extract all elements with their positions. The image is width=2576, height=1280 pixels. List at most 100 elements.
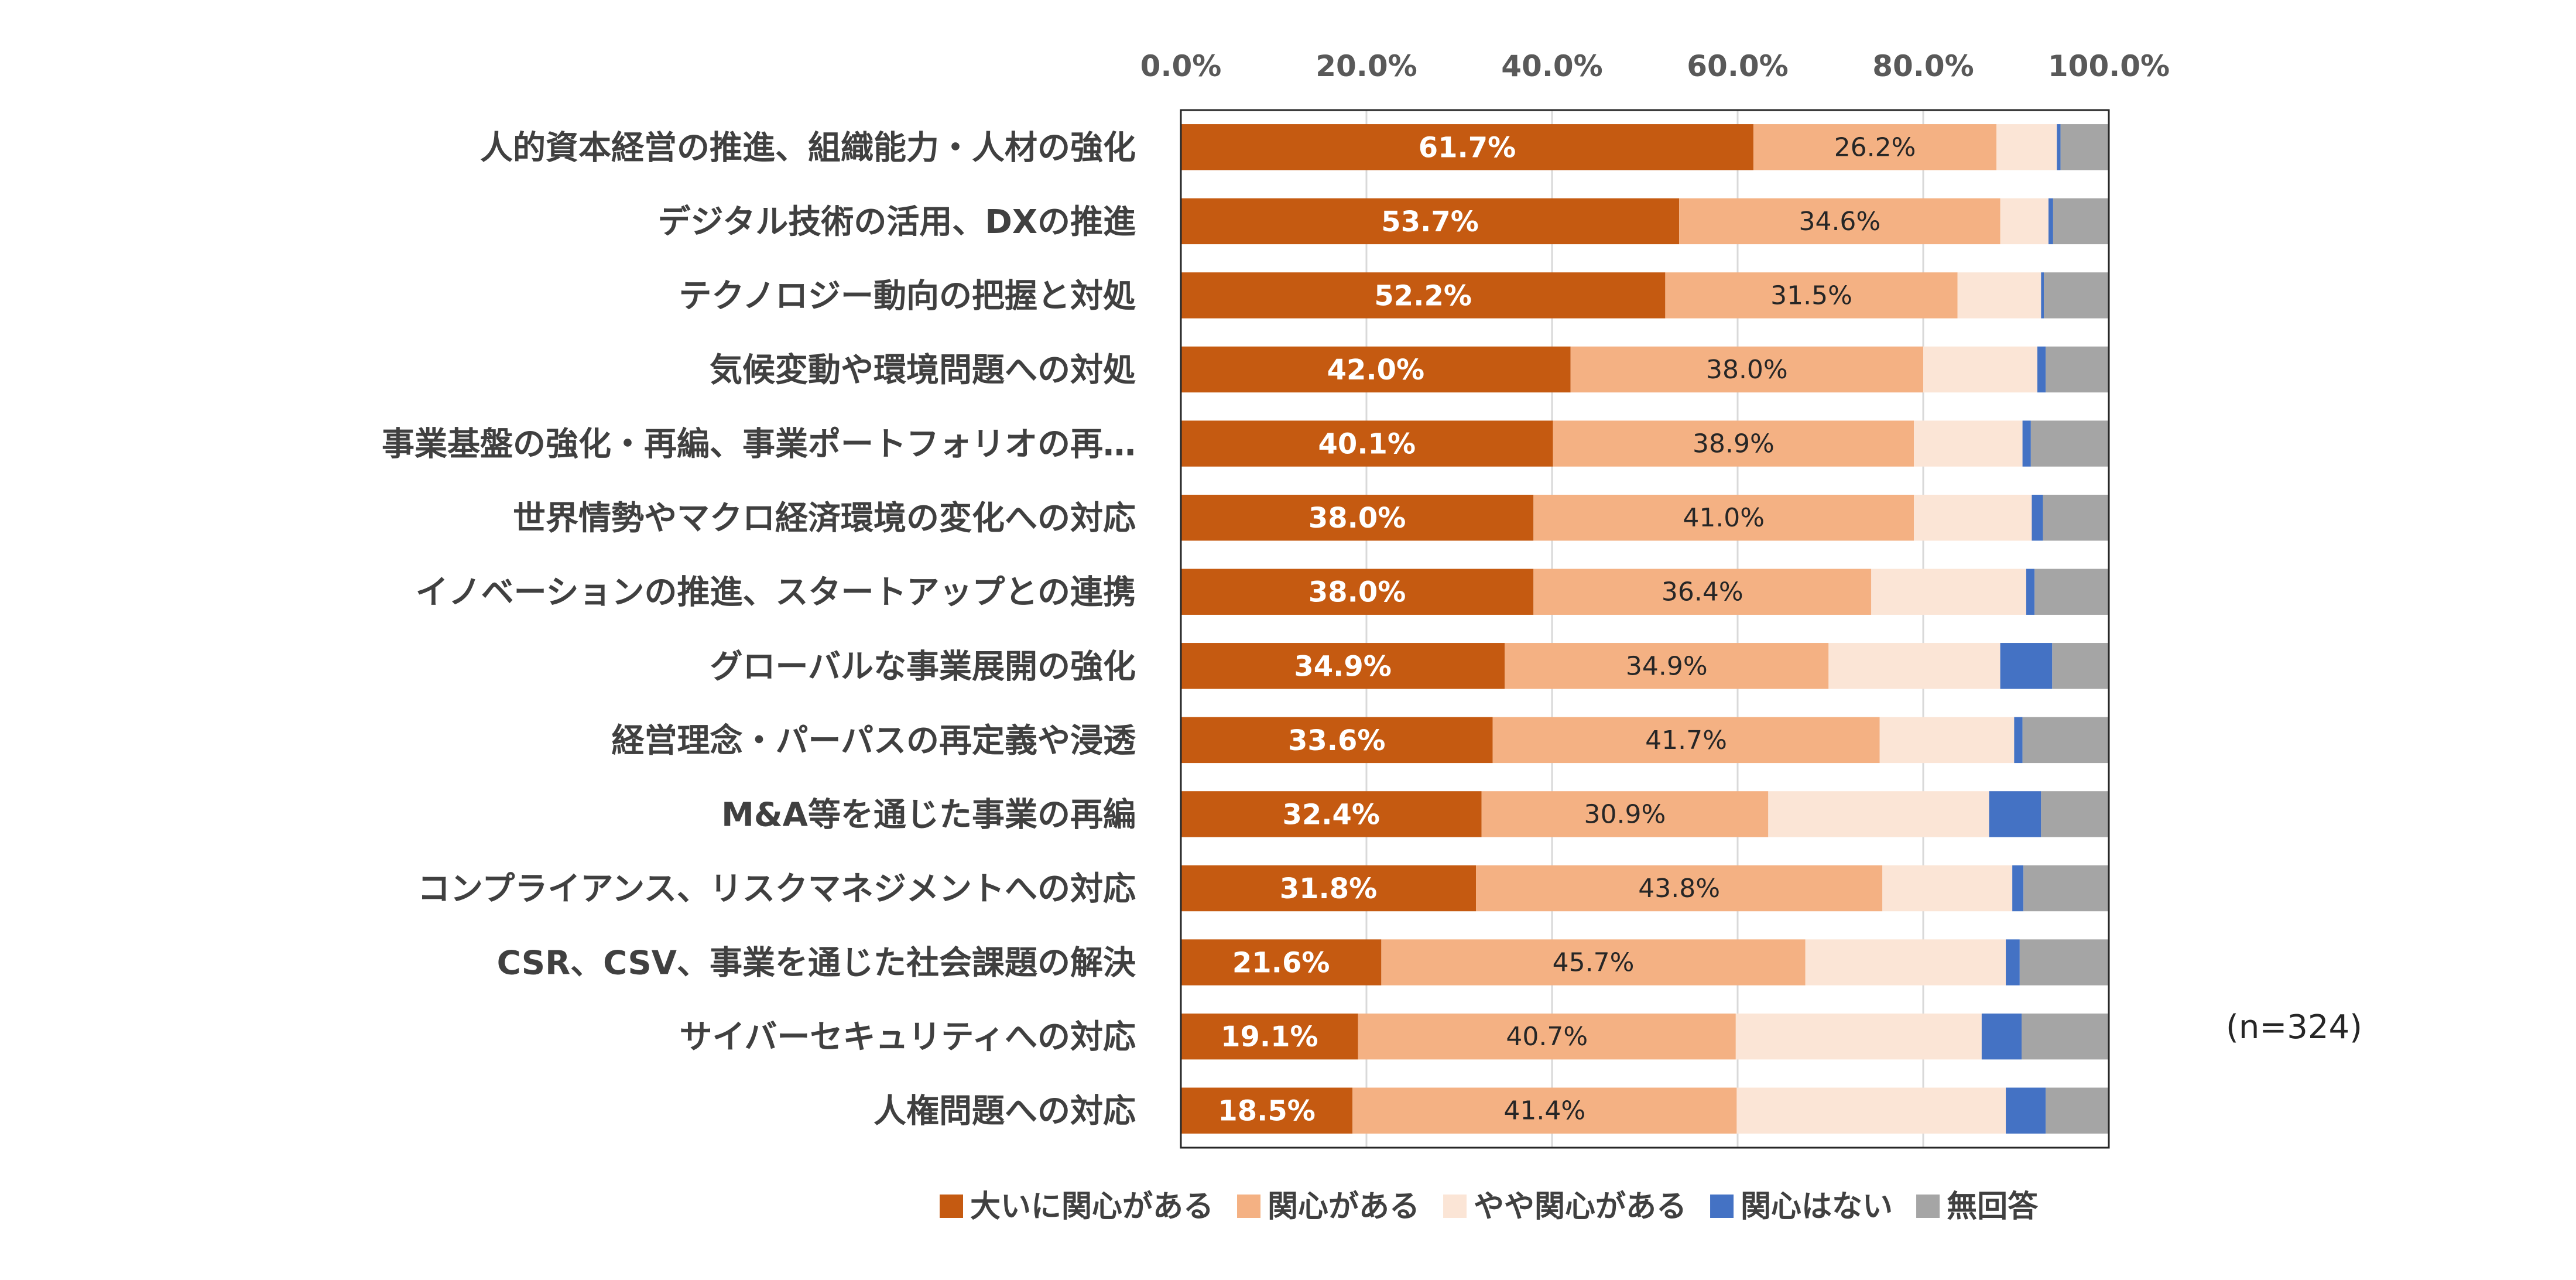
legend-swatch bbox=[940, 1195, 963, 1218]
bar-segment bbox=[1476, 865, 1883, 912]
category-label: 人的資本経営の推進、組織能力・人材の強化 bbox=[480, 129, 1136, 167]
x-tick-label: 80.0% bbox=[1872, 49, 1974, 83]
category-label: グローバルな事業展開の強化 bbox=[710, 648, 1136, 686]
gridlines bbox=[1180, 110, 2110, 1148]
data-label: 38.0% bbox=[1706, 355, 1788, 385]
data-label: 19.1% bbox=[1221, 1021, 1318, 1053]
bar-segment bbox=[1181, 939, 1382, 985]
legend-swatch bbox=[1443, 1195, 1467, 1218]
bar-segment bbox=[1981, 1013, 2022, 1060]
bar-segment bbox=[1505, 643, 1829, 689]
data-label: 31.5% bbox=[1770, 280, 1852, 310]
bar-segment bbox=[1533, 494, 1914, 541]
bar-segment bbox=[2046, 346, 2109, 393]
bar-segment bbox=[1381, 939, 1806, 985]
category-label: イノベーションの推進、スタートアップとの連携 bbox=[416, 574, 1136, 612]
x-tick-label: 20.0% bbox=[1316, 49, 1417, 83]
bar-segment bbox=[1570, 346, 1923, 393]
bar-segment bbox=[1181, 198, 1680, 245]
bar-segment bbox=[2041, 272, 2044, 319]
bar-segment bbox=[2022, 717, 2109, 764]
data-label: 36.4% bbox=[1662, 577, 1743, 607]
bar-segment bbox=[1181, 124, 1753, 170]
bar-segment bbox=[1533, 569, 1872, 615]
plot-frame bbox=[1180, 109, 2110, 1149]
bar-segment bbox=[1914, 494, 2032, 541]
bar-segment bbox=[2019, 939, 2109, 985]
bar-segment bbox=[1679, 198, 2000, 245]
data-label: 33.6% bbox=[1288, 724, 1386, 757]
data-label: 30.9% bbox=[1584, 799, 1666, 829]
bar-segment bbox=[2032, 494, 2043, 541]
bar-segment bbox=[2030, 420, 2109, 467]
bar-segment bbox=[1181, 865, 1477, 912]
bar-segment bbox=[2000, 643, 2053, 689]
bar-segment bbox=[1871, 569, 2026, 615]
data-label: 41.0% bbox=[1683, 503, 1765, 533]
bar-segment bbox=[1879, 717, 2015, 764]
data-label: 45.7% bbox=[1553, 948, 1635, 978]
legend-label: 無回答 bbox=[1947, 1189, 2039, 1224]
bar-segment bbox=[1181, 272, 1666, 319]
x-tick-label: 60.0% bbox=[1687, 49, 1788, 83]
data-label: 43.8% bbox=[1638, 874, 1720, 903]
bar-segment bbox=[1181, 717, 1493, 764]
bar-segment bbox=[2026, 569, 2035, 615]
category-label: 気候変動や環境問題への対処 bbox=[710, 351, 1136, 389]
bar-segment bbox=[1768, 791, 1989, 837]
data-label: 40.7% bbox=[1506, 1022, 1588, 1052]
bar-segment bbox=[1181, 1013, 1358, 1060]
x-tick-label: 40.0% bbox=[1501, 49, 1602, 83]
data-label: 53.7% bbox=[1381, 206, 1479, 238]
bar-segment bbox=[2012, 865, 2024, 912]
legend: 大いに関心がある 関心がある やや関心がある 関心はない 無回答 bbox=[940, 1189, 2039, 1224]
bar-segment bbox=[1665, 272, 1958, 319]
bar-segment bbox=[1553, 420, 1914, 467]
sample-size-note: (n=324) bbox=[2226, 1008, 2362, 1046]
bar-segment bbox=[2044, 272, 2109, 319]
bar-segment bbox=[1828, 643, 2000, 689]
bar-segment bbox=[1181, 791, 1482, 837]
bar-segment bbox=[1805, 939, 2006, 985]
x-tick-label: 0.0% bbox=[1140, 49, 1222, 83]
bar-segment bbox=[2041, 791, 2109, 837]
data-label: 41.4% bbox=[1503, 1096, 1585, 1126]
bar-segment bbox=[1923, 346, 2037, 393]
legend-swatch bbox=[1710, 1195, 1734, 1218]
bar-segment bbox=[1736, 1087, 2006, 1134]
bar-segment bbox=[1957, 272, 2041, 319]
bar-segment bbox=[2022, 1013, 2109, 1060]
bar-segment bbox=[1352, 1087, 1737, 1134]
bar-segment bbox=[1181, 420, 1553, 467]
bar-segment bbox=[2006, 1087, 2046, 1134]
category-label: 事業基盤の強化・再編、事業ポートフォリオの再… bbox=[382, 426, 1136, 464]
data-label: 38.9% bbox=[1693, 429, 1775, 459]
bar-segment bbox=[2053, 198, 2109, 245]
bar-segment bbox=[2022, 420, 2031, 467]
bars: 61.7% 26.2% 53.7% 34.6% 52.2% 31.5% 42.0% 38.0%… bbox=[1181, 124, 2109, 1134]
data-label: 61.7% bbox=[1419, 131, 1516, 164]
data-label: 40.1% bbox=[1318, 428, 1416, 461]
data-label: 34.9% bbox=[1626, 651, 1708, 681]
bar-segment bbox=[2034, 569, 2109, 615]
bar-segment bbox=[1181, 643, 1505, 689]
category-label: CSR、CSV、事業を通じた社会課題の解決 bbox=[497, 944, 1136, 983]
category-label: デジタル技術の活用、DXの推進 bbox=[657, 203, 1136, 241]
bar-segment bbox=[2006, 939, 2020, 985]
category-label: 世界情勢やマクロ経済環境の変化への対応 bbox=[513, 499, 1136, 538]
category-label: 人権問題への対応 bbox=[873, 1093, 1136, 1131]
data-label: 38.0% bbox=[1308, 502, 1406, 535]
bar-segment bbox=[1181, 1087, 1353, 1134]
category-label: コンプライアンス、リスクマネジメントへの対応 bbox=[417, 870, 1136, 908]
bar-segment bbox=[1735, 1013, 1982, 1060]
bar-segment bbox=[1882, 865, 2013, 912]
bar-segment bbox=[1753, 124, 1997, 170]
bar-segment bbox=[1996, 124, 2057, 170]
bar-segment bbox=[1181, 494, 1534, 541]
legend-label: やや関心がある bbox=[1474, 1189, 1687, 1224]
data-label: 38.0% bbox=[1308, 576, 1406, 609]
data-label: 34.6% bbox=[1799, 207, 1880, 237]
bar-segment bbox=[1358, 1013, 1736, 1060]
legend-label: 大いに関心がある bbox=[970, 1189, 1214, 1224]
